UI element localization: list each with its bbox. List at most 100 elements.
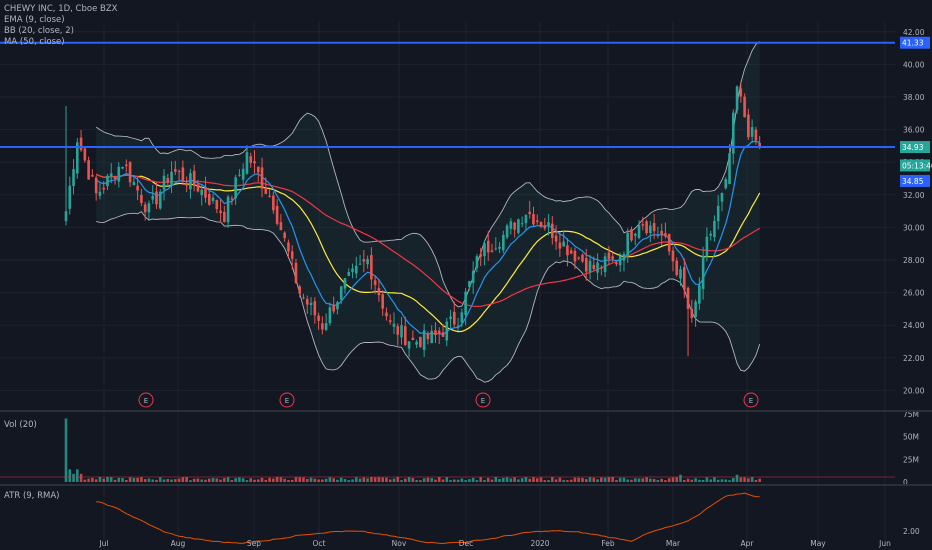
volume-bar xyxy=(287,479,290,482)
volume-bar xyxy=(415,479,418,482)
earnings-marker xyxy=(138,392,154,408)
volume-bar xyxy=(671,477,675,482)
volume-bar xyxy=(200,479,204,482)
volume-bars xyxy=(0,418,895,482)
pane-separator[interactable] xyxy=(0,484,932,486)
volume-bar xyxy=(260,477,264,482)
candle-body xyxy=(241,168,245,180)
atr-tick-label: 2.00 xyxy=(903,527,920,536)
volume-bar xyxy=(690,479,694,482)
volume-bar xyxy=(336,479,339,482)
volume-bar xyxy=(102,478,105,482)
atr-legend: ATR (9, RMA) xyxy=(4,491,59,502)
volume-bar xyxy=(630,479,633,482)
candle-body xyxy=(204,187,207,198)
candle-body xyxy=(155,191,158,205)
pane-separator[interactable] xyxy=(0,410,932,412)
x-tick-label: Dec xyxy=(459,539,474,548)
candle-body xyxy=(121,166,124,169)
price-badges: 41.33 34.93 05:13:46 34.85 xyxy=(900,36,932,187)
candle-body xyxy=(739,88,743,97)
volume-bar xyxy=(686,478,690,482)
ma-legend[interactable]: MA (50, close) xyxy=(4,37,65,47)
volume-bar xyxy=(750,477,754,482)
volume-bar xyxy=(705,477,709,482)
volume-bar xyxy=(113,479,117,482)
volume-bar xyxy=(626,479,630,482)
atr-legend-label[interactable]: ATR (9, RMA) xyxy=(4,491,60,501)
candle-body xyxy=(675,260,679,275)
candle-body xyxy=(275,205,279,224)
candle-body xyxy=(196,184,200,192)
candle-body xyxy=(569,250,573,254)
volume-bar xyxy=(275,477,279,482)
volume-bar xyxy=(268,477,271,482)
volume-bar xyxy=(366,478,369,482)
volume-bar xyxy=(174,479,177,482)
ma-line xyxy=(95,173,760,307)
candle-body xyxy=(535,220,539,222)
candle-body xyxy=(430,330,433,344)
candle-body xyxy=(64,211,68,222)
volume-bar xyxy=(422,478,426,482)
candle-body xyxy=(603,256,607,273)
volume-bar xyxy=(475,480,479,482)
candle-body xyxy=(302,297,305,299)
candle-body xyxy=(79,137,83,151)
candle-body xyxy=(520,223,524,225)
volume-tick-label: 75M xyxy=(903,410,919,419)
horizontal-lines[interactable] xyxy=(0,41,895,149)
candle-body xyxy=(98,191,102,196)
volume-bar xyxy=(464,480,467,482)
volume-bar xyxy=(64,418,68,482)
candle-body xyxy=(87,160,90,180)
atr-line-path xyxy=(96,492,760,545)
ema-legend[interactable]: EMA (9, close) xyxy=(4,15,65,25)
candle-body xyxy=(554,235,558,242)
volume-bar xyxy=(588,477,592,482)
candle-body xyxy=(381,294,384,309)
candle-body xyxy=(215,200,219,210)
volume-bar xyxy=(656,479,660,482)
candle-body xyxy=(618,255,622,266)
volume-bar xyxy=(158,477,162,482)
volume-bar xyxy=(249,478,253,482)
candle-body xyxy=(483,243,486,257)
volume-bar xyxy=(192,478,196,482)
earnings-marker xyxy=(475,392,491,408)
volume-bar xyxy=(347,480,351,482)
volume-bar xyxy=(652,478,656,482)
volume-bar xyxy=(328,477,332,482)
volume-bar xyxy=(373,477,377,482)
volume-bar xyxy=(535,478,539,482)
candle-body xyxy=(109,173,113,177)
candle-body xyxy=(701,255,705,290)
candle-body xyxy=(709,233,712,236)
candle-body xyxy=(200,189,204,195)
candle-body xyxy=(106,175,109,187)
volume-bar xyxy=(524,476,528,482)
volume-bar xyxy=(532,477,535,482)
y-tick-label: 26.00 xyxy=(903,289,925,298)
volume-bar xyxy=(245,480,249,482)
candle-body xyxy=(294,262,298,283)
volume-bar xyxy=(94,479,98,482)
volume-bar xyxy=(72,473,75,482)
candle-body xyxy=(460,312,464,323)
candle-body xyxy=(479,254,482,257)
candle-body xyxy=(181,167,185,182)
volume-bar xyxy=(370,477,373,482)
candle-body xyxy=(245,152,249,174)
symbol-legend[interactable]: CHEWY INC, 1D, Cboe BZX xyxy=(4,4,118,14)
volume-legend-label[interactable]: Vol (20) xyxy=(4,420,37,430)
volume-bar xyxy=(581,477,584,482)
volume-bar xyxy=(128,477,132,482)
volume-bar xyxy=(728,480,731,482)
volume-bar xyxy=(317,479,320,482)
bb-legend[interactable]: BB (20, close, 2) xyxy=(4,26,74,36)
candle-body xyxy=(566,245,569,256)
candle-body xyxy=(453,311,456,325)
candle-body xyxy=(94,177,98,194)
